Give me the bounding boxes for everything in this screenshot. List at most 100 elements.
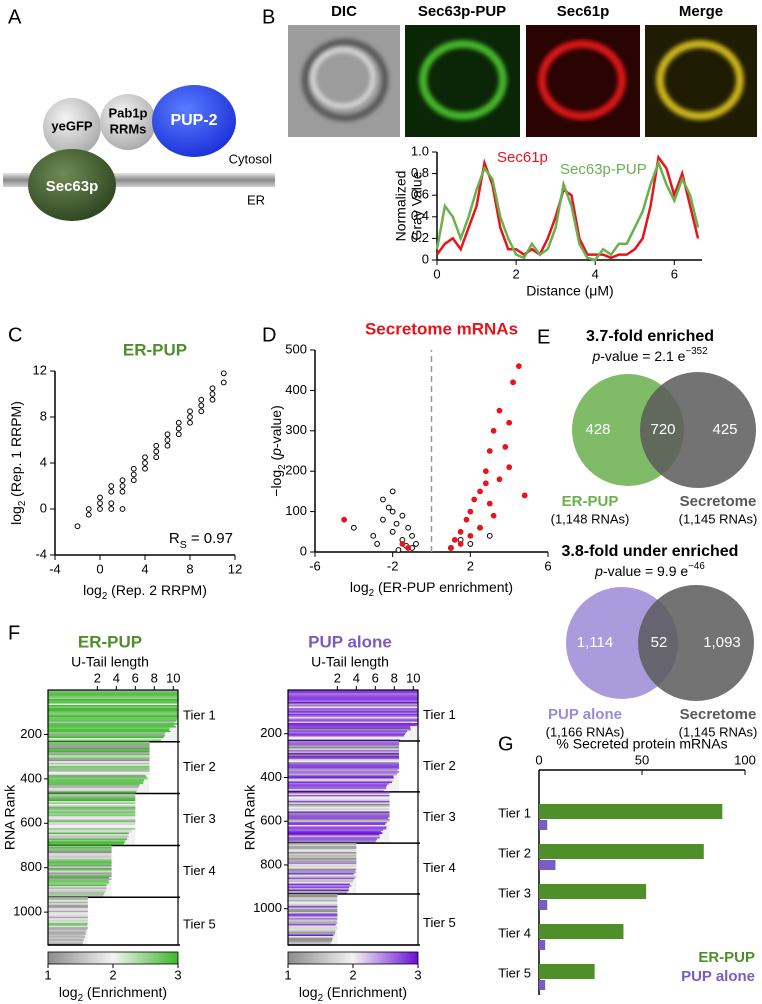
y-axis-label: log2 (Rep. 1 RRPM)	[8, 401, 28, 525]
point	[463, 516, 470, 523]
heatmap-stripe	[48, 912, 88, 914]
y-axis-label-part: (Rep. 1 RRPM)	[8, 401, 24, 501]
domain-shape	[152, 85, 236, 157]
point	[490, 427, 497, 434]
x-tick-label: 10	[166, 670, 180, 685]
heatmap-stripe	[288, 922, 338, 925]
heatmap-stripe	[288, 809, 390, 812]
heatmap-stripe	[288, 874, 357, 877]
heatmap-stripe	[288, 776, 394, 779]
point	[374, 541, 381, 547]
tier-label: Tier 3	[423, 809, 456, 824]
heatmap-stripe	[288, 856, 357, 859]
point	[393, 520, 400, 527]
heatmap-stripe	[288, 745, 400, 748]
panel-label: G	[498, 733, 514, 755]
heatmap-stripe	[288, 865, 357, 868]
point	[130, 471, 137, 478]
heatmap-stripe	[288, 787, 387, 790]
point	[175, 419, 182, 426]
heatmap-stripe	[288, 852, 357, 854]
point	[97, 494, 103, 501]
heatmap-stripe	[48, 714, 178, 716]
heatmap-stripe	[48, 817, 136, 820]
heatmap-stripe	[48, 796, 136, 799]
heatmap-frame	[47, 689, 179, 946]
heatmap-stripe	[288, 748, 400, 751]
heatmap-title: PUP alone	[308, 632, 392, 651]
heatmap-stripe	[48, 791, 137, 793]
point	[502, 444, 509, 450]
domain-label: RRMs	[110, 121, 147, 136]
tier-label: Tier 1	[183, 707, 216, 722]
heatmap-stripe	[288, 717, 418, 719]
point	[471, 496, 478, 503]
p-value-part: p	[594, 563, 603, 579]
heatmap-stripe	[48, 884, 107, 887]
y-tick-label: 0	[40, 500, 47, 515]
heatmap-stripe	[48, 699, 178, 701]
heatmap-stripe	[288, 886, 350, 889]
heatmap-stripe	[48, 834, 128, 836]
heatmap-stripe	[288, 788, 385, 791]
heatmap-stripe	[48, 786, 139, 789]
heatmap-stripe	[48, 820, 136, 823]
heatmap-stripe	[288, 931, 336, 934]
heatmap-stripe	[288, 855, 357, 857]
heatmap-stripe	[288, 740, 400, 743]
x-tick-label: 2	[334, 670, 341, 685]
colorbar-label-part: 2	[78, 993, 83, 1004]
panel-label: D	[262, 324, 276, 346]
tier-label: Tier 2	[183, 759, 216, 774]
heatmap-stripe	[288, 830, 381, 833]
point	[198, 408, 205, 415]
heatmap-stripe	[48, 747, 150, 750]
heatmap-stripe	[48, 709, 178, 712]
heatmap-stripe	[288, 752, 400, 755]
heatmap-stripe	[288, 761, 400, 764]
heatmap-stripe	[288, 797, 390, 800]
heatmap-stripe	[288, 794, 390, 797]
heatmap-stripe	[48, 933, 86, 935]
heatmap-stripe	[48, 814, 136, 817]
x-axis-label-part: 2	[102, 591, 107, 602]
heatmap-stripe	[288, 775, 394, 778]
heatmap-stripe	[48, 736, 164, 739]
heatmap-stripe	[48, 931, 86, 934]
bar	[539, 900, 548, 910]
x-tick-label: 8	[186, 561, 193, 576]
heatmap-stripe	[288, 690, 418, 692]
heatmap-stripe	[288, 907, 338, 910]
heatmap-stripe	[288, 858, 357, 860]
set-size: (1,145 RNAs)	[679, 724, 758, 739]
y-tick-label: 0.4	[411, 208, 429, 223]
point	[108, 506, 115, 512]
domain-label: Sec63p	[46, 178, 99, 195]
heatmap-stripe	[48, 733, 165, 736]
x-tick-label: 50	[635, 752, 649, 767]
colorbar	[47, 951, 179, 965]
heatmap-stripe	[48, 910, 88, 913]
heatmap-stripe	[288, 912, 338, 914]
point	[467, 508, 474, 515]
heatmap-stripe	[48, 793, 136, 796]
bar	[539, 844, 704, 859]
heatmap-stripe	[48, 882, 109, 885]
heatmap-stripe	[48, 841, 125, 844]
y-tick-label: 1.0	[411, 143, 429, 158]
x-axis-label: log2 (Rep. 2 RRPM)	[83, 582, 207, 602]
heatmap-stripe	[288, 763, 400, 766]
heatmap-stripe	[48, 888, 106, 891]
y-tick-label: 800	[260, 856, 282, 871]
heatmap-stripe	[288, 843, 357, 845]
heatmap-stripe	[288, 699, 418, 701]
heatmap-stripe	[288, 864, 357, 866]
panel-label: C	[8, 324, 22, 346]
heatmap-stripe	[288, 778, 391, 781]
heatmap-stripe	[48, 717, 178, 719]
heatmap-stripe	[288, 691, 418, 694]
heatmap-stripe	[288, 817, 389, 820]
heatmap-stripe	[288, 766, 400, 769]
heatmap-stripe	[288, 720, 418, 722]
